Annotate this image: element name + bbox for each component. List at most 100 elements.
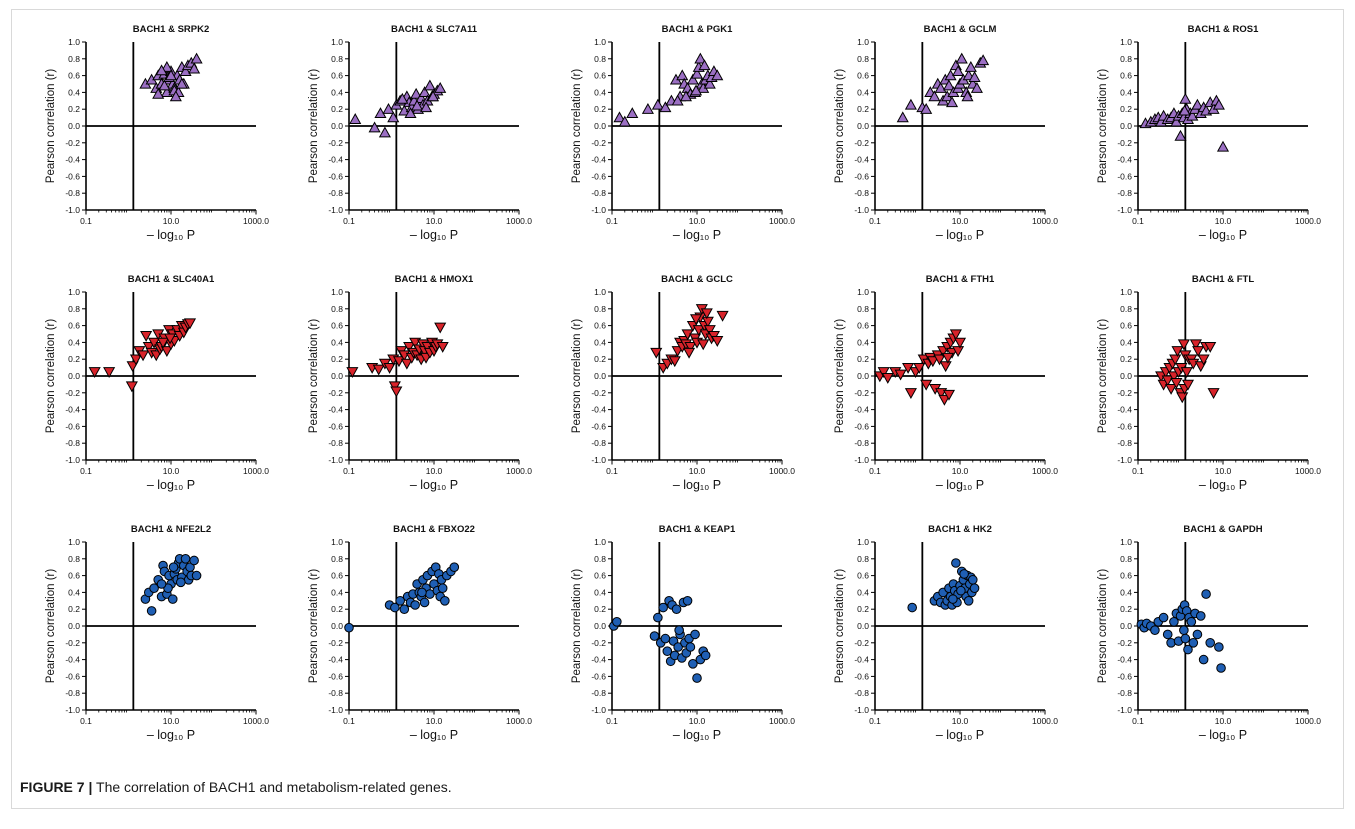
x-tick-label: 10.0 [952, 466, 969, 476]
y-tick-label: -0.8 [1117, 188, 1132, 198]
y-tick-label: 0.8 [857, 554, 869, 564]
data-point [920, 379, 933, 391]
data-point [952, 346, 965, 358]
y-tick-label: 0.6 [68, 71, 80, 81]
data-point [125, 381, 138, 393]
data-point [711, 69, 724, 81]
x-tick-label: 0.1 [80, 716, 92, 726]
data-point [938, 394, 951, 406]
y-tick-label: 0.0 [68, 371, 80, 381]
data-point [612, 617, 622, 627]
data-point [959, 569, 969, 579]
y-tick-label: 0.0 [331, 621, 343, 631]
data-point [1216, 663, 1226, 673]
y-tick-label: -0.6 [65, 671, 80, 681]
chart-title: BACH1 & HK2 [928, 524, 992, 535]
x-tick-label: 1000.0 [243, 466, 269, 476]
data-point [346, 367, 359, 379]
y-tick-label: 0.4 [331, 337, 343, 347]
y-tick-label: -1.0 [854, 705, 869, 715]
data-point [403, 341, 416, 353]
y-tick-label: -0.8 [328, 688, 343, 698]
y-tick-label: -0.6 [328, 671, 343, 681]
y-axis-label: Pearson correlation (r) [1097, 319, 1109, 434]
data-point [955, 52, 968, 64]
x-tick-label: 10.0 [426, 466, 443, 476]
data-point [395, 596, 405, 606]
data-point [952, 65, 965, 77]
x-axis-label: – log₁₀ P [673, 728, 721, 742]
x-axis-label: – log₁₀ P [936, 728, 984, 742]
figure-caption: FIGURE 7 | The correlation of BACH1 and … [20, 779, 452, 795]
data-point [694, 52, 707, 64]
y-tick-label: 0.2 [857, 604, 869, 614]
data-point [690, 314, 703, 326]
data-point [156, 579, 167, 589]
chart-title: BACH1 & FTH1 [926, 274, 995, 285]
y-tick-label: 0.0 [594, 371, 606, 381]
data-point [1192, 346, 1205, 358]
y-tick-label: -0.6 [854, 671, 869, 681]
y-tick-label: 0.0 [331, 371, 343, 381]
data-point [169, 90, 182, 102]
data-point [1169, 354, 1182, 366]
data-point [1162, 629, 1173, 640]
data-point [945, 96, 959, 108]
scatter-panel-13: BACH1 & KEAP1 -1.0 -0.8 -0.6 -0.4 -0.2 0.0 0.2 0… [571, 524, 795, 742]
y-tick-label: 0.8 [68, 304, 80, 314]
x-axis-label: – log₁₀ P [410, 728, 458, 742]
data-point [684, 341, 697, 353]
data-point [436, 341, 449, 353]
data-point [690, 67, 704, 79]
y-tick-label: -0.2 [65, 138, 80, 148]
data-point [660, 633, 671, 644]
y-tick-label: -0.2 [1117, 138, 1132, 148]
y-tick-label: 0.4 [857, 587, 869, 597]
y-tick-label: 1.0 [857, 287, 869, 297]
data-point [682, 596, 693, 606]
x-tick-label: 10.0 [1215, 466, 1232, 476]
data-point [948, 594, 958, 604]
y-tick-label: -0.6 [591, 171, 606, 181]
caption-text: The correlation of BACH1 and metabolism-… [92, 779, 452, 795]
data-point [387, 111, 400, 123]
y-axis-label: Pearson correlation (r) [571, 569, 583, 684]
y-tick-label: 0.4 [857, 337, 869, 347]
y-tick-label: 0.4 [594, 337, 606, 347]
y-tick-label: -0.2 [854, 638, 869, 648]
y-tick-label: -1.0 [328, 455, 343, 465]
x-tick-label: 0.1 [1132, 466, 1144, 476]
data-point [703, 325, 716, 337]
x-tick-label: 10.0 [1215, 216, 1232, 226]
x-tick-label: 10.0 [689, 466, 706, 476]
data-point [427, 90, 440, 102]
data-point [1181, 379, 1195, 391]
y-tick-label: 0.2 [594, 604, 606, 614]
scatter-panel-7: BACH1 & HMOX1 -1.0 -0.8 -0.6 -0.4 -0.2 0.0 0.2 0… [308, 274, 532, 492]
y-axis-label: Pearson correlation (r) [308, 69, 320, 184]
data-point [951, 558, 961, 568]
x-tick-label: 10.0 [952, 716, 969, 726]
data-point [679, 90, 693, 102]
data-point [649, 631, 660, 641]
data-point [419, 101, 433, 113]
data-point [188, 62, 201, 74]
data-point [103, 367, 116, 379]
chart-title: BACH1 & GCLC [661, 274, 733, 285]
x-axis-label: – log₁₀ P [673, 478, 721, 492]
y-tick-label: 0.8 [331, 304, 343, 314]
data-point [1183, 644, 1193, 655]
y-tick-label: 1.0 [1120, 537, 1132, 547]
data-point [700, 308, 713, 320]
scatter-panel-15: BACH1 & GAPDH -1.0 -0.8 -0.6 -0.4 -0.2 0.0 0.2 0… [1097, 524, 1321, 742]
y-tick-label: 0.2 [857, 104, 869, 114]
y-tick-label: -0.2 [854, 388, 869, 398]
y-tick-label: -0.2 [65, 388, 80, 398]
data-point [410, 87, 423, 99]
y-tick-label: 0.0 [1120, 121, 1132, 131]
y-tick-label: 0.6 [1120, 571, 1132, 581]
x-tick-label: 1000.0 [1032, 216, 1058, 226]
data-point [920, 102, 933, 114]
chart-title: BACH1 & GAPDH [1183, 524, 1262, 535]
x-tick-label: 1000.0 [243, 216, 269, 226]
